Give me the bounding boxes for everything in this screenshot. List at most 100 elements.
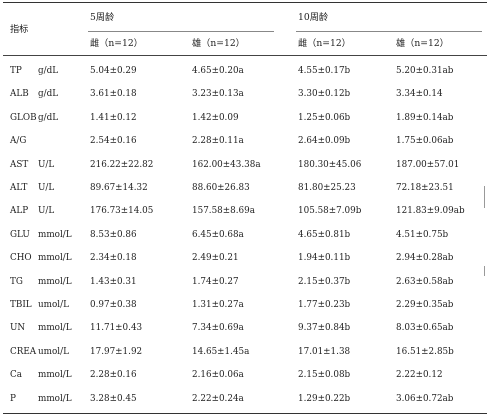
value-cell: 4.65±0.81b xyxy=(298,230,351,240)
indicator-name: TG xyxy=(10,277,23,287)
subheader-5w-female: 雌（n=12） xyxy=(90,38,143,49)
unit: umol/L xyxy=(38,347,69,357)
indicator-name: CREA xyxy=(10,347,37,357)
group-header-10-weeks: 10周龄 xyxy=(298,12,329,23)
value-cell: 1.43±0.31 xyxy=(90,277,137,287)
value-cell: 89.67±14.32 xyxy=(90,183,148,193)
value-cell: 8.03±0.65ab xyxy=(396,323,454,333)
value-cell: 2.54±0.16 xyxy=(90,136,137,146)
value-cell: 1.94±0.11b xyxy=(298,253,351,263)
value-cell: 2.15±0.08b xyxy=(298,370,351,380)
value-cell: 17.97±1.92 xyxy=(90,347,143,357)
unit: g/dL xyxy=(38,66,59,76)
value-cell: 2.29±0.35ab xyxy=(396,300,454,310)
table-top-rule xyxy=(3,2,487,4)
value-cell: 1.77±0.23b xyxy=(298,300,351,310)
value-cell: 9.37±0.84b xyxy=(298,323,351,333)
value-cell: 3.34±0.14 xyxy=(396,89,443,99)
unit: mmol/L xyxy=(38,323,72,333)
unit: U/L xyxy=(38,183,55,193)
value-cell: 4.55±0.17b xyxy=(298,66,351,76)
value-cell: 2.63±0.58ab xyxy=(396,277,454,287)
value-cell: 1.75±0.06ab xyxy=(396,136,454,146)
value-cell: 2.16±0.06a xyxy=(192,370,244,380)
indicator-name: UN xyxy=(10,323,26,333)
value-cell: 88.60±26.83 xyxy=(192,183,250,193)
indicator-name: ALB xyxy=(10,89,29,99)
value-cell: 0.97±0.38 xyxy=(90,300,137,310)
indicator-name: CHO xyxy=(10,253,32,263)
value-cell: 1.89±0.14ab xyxy=(396,113,454,123)
value-cell: 3.30±0.12b xyxy=(298,89,351,99)
value-cell: 1.41±0.12 xyxy=(90,113,137,123)
subheader-10w-female: 雌（n=12） xyxy=(298,38,351,49)
value-cell: 1.31±0.27a xyxy=(192,300,244,310)
indicator-header: 指标 xyxy=(10,24,29,35)
indicator-name: P xyxy=(10,394,16,404)
unit: g/dL xyxy=(38,113,59,123)
indicator-name: Ca xyxy=(10,370,22,380)
value-cell: 2.34±0.18 xyxy=(90,253,137,263)
group-header-5-weeks: 5周龄 xyxy=(90,12,115,23)
value-cell: 2.64±0.09b xyxy=(298,136,351,146)
unit: g/dL xyxy=(38,89,59,99)
value-cell: 2.28±0.11a xyxy=(192,136,244,146)
value-cell: 14.65±1.45a xyxy=(192,347,250,357)
indicator-name: TP xyxy=(10,66,22,76)
value-cell: 7.34±0.69a xyxy=(192,323,244,333)
value-cell: 5.04±0.29 xyxy=(90,66,137,76)
value-cell: 2.49±0.21 xyxy=(192,253,239,263)
indicator-name: GLU xyxy=(10,230,30,240)
value-cell: 216.22±22.82 xyxy=(90,160,154,170)
unit: umol/L xyxy=(38,300,69,310)
unit: U/L xyxy=(38,160,55,170)
value-cell: 2.22±0.12 xyxy=(396,370,443,380)
value-cell: 11.71±0.43 xyxy=(90,323,143,333)
value-cell: 6.45±0.68a xyxy=(192,230,244,240)
value-cell: 8.53±0.86 xyxy=(90,230,137,240)
indicator-name: ALT xyxy=(10,183,28,193)
unit: U/L xyxy=(38,206,55,216)
unit: mmol/L xyxy=(38,277,72,287)
unit: mmol/L xyxy=(38,370,72,380)
value-cell: 81.80±25.23 xyxy=(298,183,356,193)
value-cell: 3.23±0.13a xyxy=(192,89,244,99)
value-cell: 3.06±0.72ab xyxy=(396,394,454,404)
value-cell: 4.51±0.75b xyxy=(396,230,449,240)
value-cell: 180.30±45.06 xyxy=(298,160,362,170)
value-cell: 157.58±8.69a xyxy=(192,206,255,216)
unit: mmol/L xyxy=(38,394,72,404)
subheader-5w-male: 雄（n=12） xyxy=(192,38,245,49)
edge-mark xyxy=(484,266,485,276)
group-underline-5-weeks xyxy=(88,31,274,32)
unit: mmol/L xyxy=(38,230,72,240)
indicator-name: ALP xyxy=(10,206,29,216)
indicator-name: GLOB xyxy=(10,113,37,123)
edge-mark xyxy=(484,186,485,208)
group-underline-10-weeks xyxy=(296,31,482,32)
value-cell: 3.61±0.18 xyxy=(90,89,137,99)
value-cell: 1.42±0.09 xyxy=(192,113,239,123)
value-cell: 105.58±7.09b xyxy=(298,206,362,216)
value-cell: 17.01±1.38 xyxy=(298,347,351,357)
unit: mmol/L xyxy=(38,253,72,263)
value-cell: 2.15±0.37b xyxy=(298,277,351,287)
value-cell: 1.74±0.27 xyxy=(192,277,239,287)
value-cell: 187.00±57.01 xyxy=(396,160,460,170)
value-cell: 4.65±0.20a xyxy=(192,66,244,76)
value-cell: 121.83±9.09ab xyxy=(396,206,465,216)
value-cell: 16.51±2.85b xyxy=(396,347,454,357)
value-cell: 2.22±0.24a xyxy=(192,394,244,404)
value-cell: 72.18±23.51 xyxy=(396,183,454,193)
value-cell: 1.25±0.06b xyxy=(298,113,351,123)
value-cell: 2.28±0.16 xyxy=(90,370,137,380)
subheader-10w-male: 雄（n=12） xyxy=(396,38,449,49)
value-cell: 1.29±0.22b xyxy=(298,394,351,404)
value-cell: 162.00±43.38a xyxy=(192,160,261,170)
header-rule xyxy=(3,55,487,56)
value-cell: 176.73±14.05 xyxy=(90,206,154,216)
indicator-name: AST xyxy=(10,160,29,170)
value-cell: 5.20±0.31ab xyxy=(396,66,454,76)
value-cell: 3.28±0.45 xyxy=(90,394,137,404)
